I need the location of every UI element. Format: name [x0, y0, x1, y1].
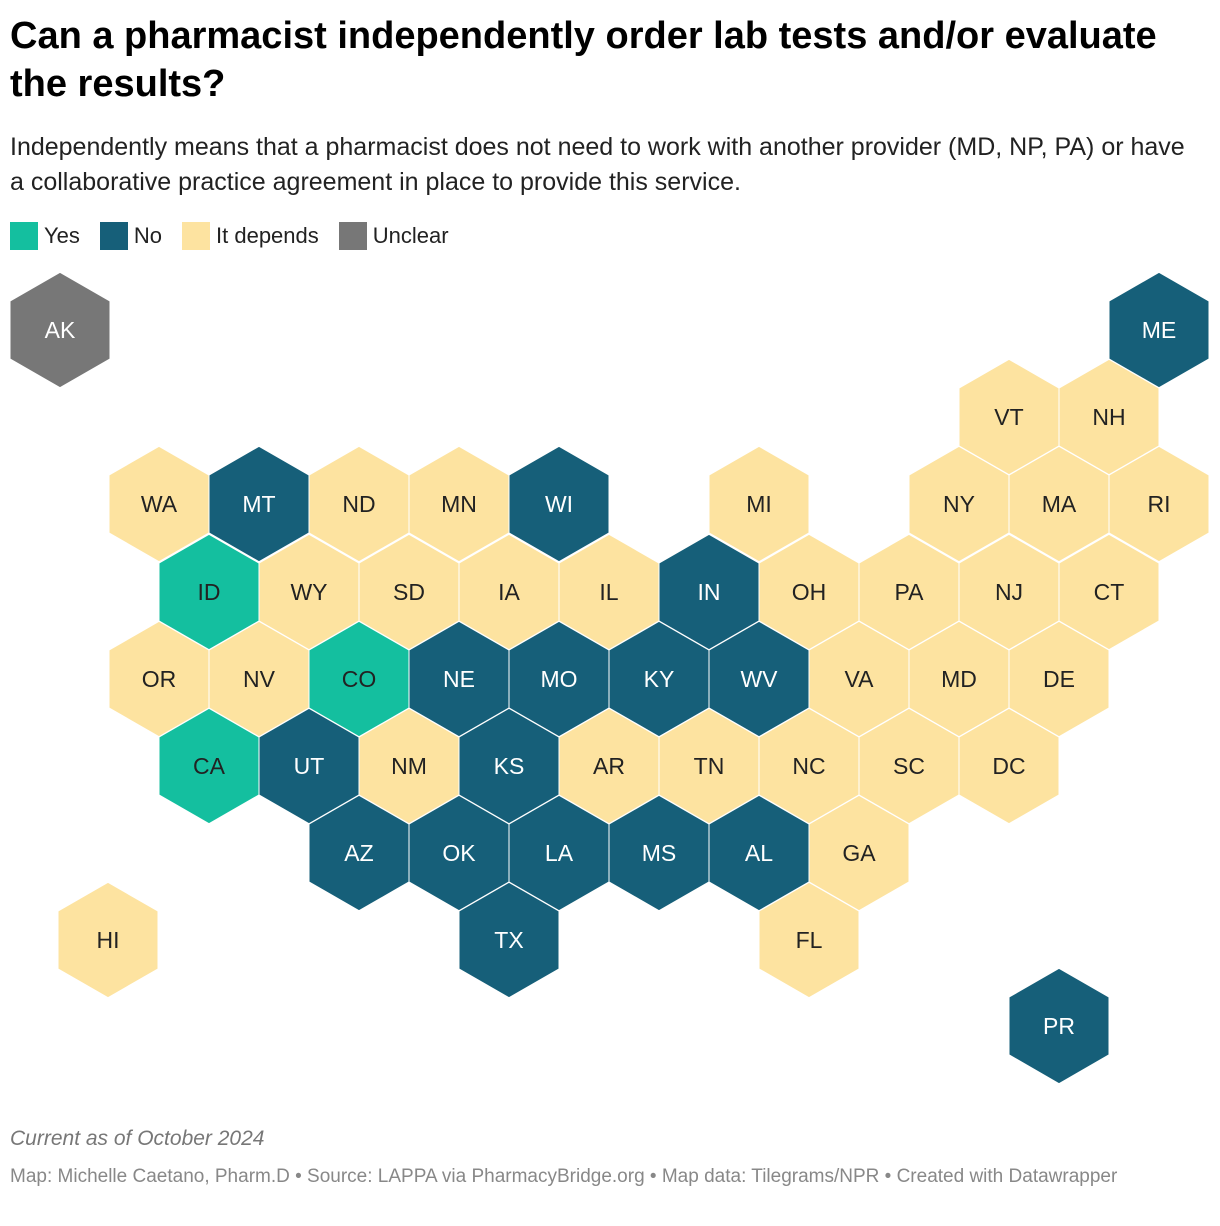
state-label: GA	[842, 840, 876, 866]
state-label: HI	[97, 927, 120, 953]
title: Can a pharmacist independently order lab…	[10, 15, 1157, 105]
state-hex	[708, 445, 810, 563]
note: Current as of October 2024	[10, 1127, 265, 1150]
legend-item: No	[99, 222, 163, 250]
state-label: WV	[740, 666, 778, 692]
state-label: AK	[45, 317, 76, 343]
subtitle: Independently means that a pharmacist do…	[10, 133, 1185, 196]
state-label: OR	[142, 666, 177, 692]
state-label: KS	[494, 753, 525, 779]
state-label: CA	[193, 753, 226, 779]
state-hex	[1108, 445, 1210, 563]
legend-label: No	[133, 223, 163, 248]
state-label: PR	[1043, 1013, 1075, 1039]
state-hex	[758, 881, 860, 999]
state-label: MI	[746, 491, 772, 517]
state-label: AZ	[344, 840, 373, 866]
state-label: UT	[294, 753, 325, 779]
state-label: MT	[242, 491, 275, 517]
state-hex	[1008, 967, 1110, 1085]
state-label: MN	[441, 491, 477, 517]
state-label: NV	[243, 666, 276, 692]
state-label: IN	[698, 579, 721, 605]
state-label: PA	[895, 579, 925, 605]
state-hex	[458, 881, 560, 999]
legend-label: Unclear	[372, 223, 449, 248]
state-label: AR	[593, 753, 625, 779]
state-hex	[9, 271, 111, 389]
state-label: RI	[1148, 491, 1171, 517]
legend-item: Yes	[10, 222, 80, 250]
state-label: AL	[745, 840, 773, 866]
state-label: OH	[792, 579, 827, 605]
state-label: CT	[1094, 579, 1125, 605]
state-hex	[958, 707, 1060, 825]
credits: Map: Michelle Caetano, Pharm.D • Source:…	[10, 1166, 1118, 1187]
state-label: NJ	[995, 579, 1023, 605]
state-label: DC	[992, 753, 1025, 779]
legend-swatch	[10, 222, 38, 250]
state-label: NE	[443, 666, 475, 692]
state-label: MD	[941, 666, 977, 692]
state-label: NY	[943, 491, 975, 517]
state-label: NH	[1092, 404, 1125, 430]
state-label: TX	[494, 927, 523, 953]
state-label: ME	[1142, 317, 1177, 343]
state-label: WI	[545, 491, 573, 517]
state-label: MO	[540, 666, 577, 692]
state-label: FL	[796, 927, 823, 953]
state-label: WA	[141, 491, 178, 517]
state-label: WY	[290, 579, 327, 605]
state-label: MS	[642, 840, 677, 866]
legend: Yes No It depends Unclear	[10, 222, 449, 250]
hex-map: AK ME VT NH WA MT ND MN WI MI NY MA RI ID WY SD IA IL IN OH…	[9, 271, 1210, 1085]
state-label: IA	[498, 579, 520, 605]
state-label: MA	[1042, 491, 1077, 517]
state-hex	[508, 445, 610, 563]
legend-swatch	[338, 222, 367, 250]
legend-item: It depends	[182, 222, 319, 250]
state-label: IL	[599, 579, 618, 605]
legend-swatch	[182, 222, 211, 250]
state-label: VT	[994, 404, 1023, 430]
state-label: KY	[644, 666, 675, 692]
state-label: ND	[342, 491, 375, 517]
state-hex	[57, 881, 159, 999]
state-label: SC	[893, 753, 925, 779]
legend-label: It depends	[216, 223, 319, 248]
legend-item: Unclear	[338, 222, 449, 250]
state-label: NC	[792, 753, 825, 779]
state-label: NM	[391, 753, 427, 779]
state-label: SD	[393, 579, 425, 605]
state-label: VA	[845, 666, 875, 692]
legend-label: Yes	[44, 223, 80, 248]
legend-swatch	[99, 222, 128, 250]
state-label: CO	[342, 666, 377, 692]
state-label: LA	[545, 840, 574, 866]
state-label: DE	[1043, 666, 1075, 692]
state-label: OK	[442, 840, 476, 866]
state-label: TN	[694, 753, 725, 779]
state-label: ID	[198, 579, 221, 605]
